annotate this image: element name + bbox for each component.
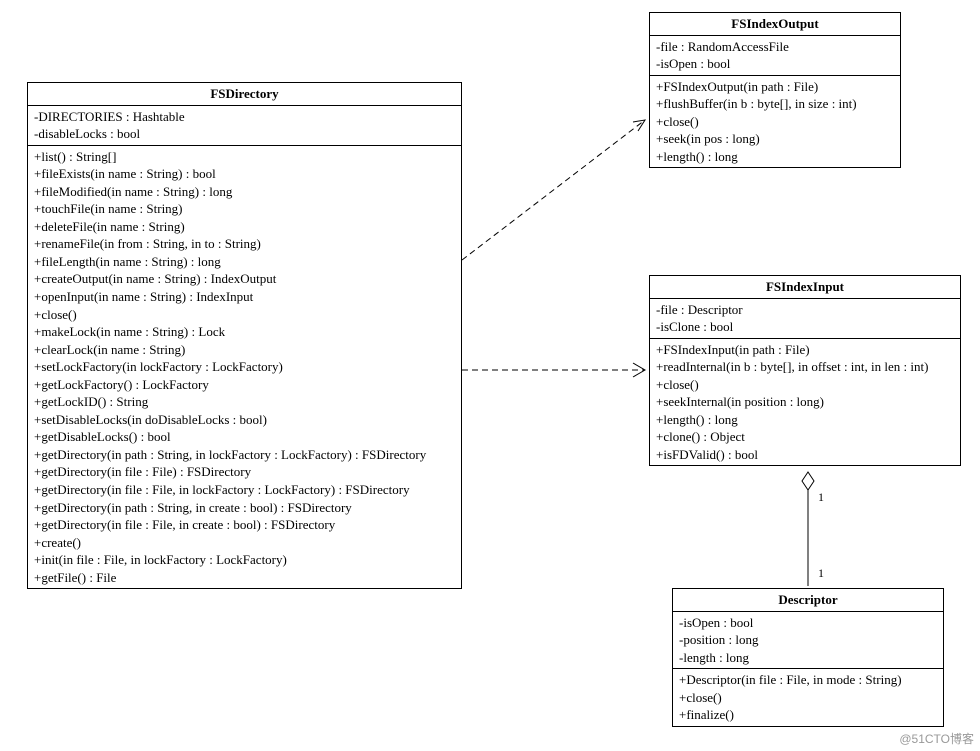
attribute-line: -DIRECTORIES : Hashtable — [34, 108, 455, 126]
method-line: +setLockFactory(in lockFactory : LockFac… — [34, 358, 455, 376]
attributes-section: -isOpen : bool-position : long-length : … — [673, 612, 943, 670]
attribute-line: -disableLocks : bool — [34, 125, 455, 143]
method-line: +getDisableLocks() : bool — [34, 428, 455, 446]
attribute-line: -file : RandomAccessFile — [656, 38, 894, 56]
method-line: +setDisableLocks(in doDisableLocks : boo… — [34, 411, 455, 429]
methods-section: +list() : String[]+fileExists(in name : … — [28, 146, 461, 589]
class-fsindexoutput: FSIndexOutput-file : RandomAccessFile-is… — [649, 12, 901, 168]
method-line: +touchFile(in name : String) — [34, 200, 455, 218]
multiplicity-input: 1 — [818, 490, 824, 505]
attribute-line: -isOpen : bool — [656, 55, 894, 73]
methods-section: +Descriptor(in file : File, in mode : St… — [673, 669, 943, 726]
multiplicity-descriptor: 1 — [818, 566, 824, 581]
methods-section: +FSIndexInput(in path : File)+readIntern… — [650, 339, 960, 466]
method-line: +openInput(in name : String) : IndexInpu… — [34, 288, 455, 306]
methods-section: +FSIndexOutput(in path : File)+flushBuff… — [650, 76, 900, 168]
class-descriptor: Descriptor-isOpen : bool-position : long… — [672, 588, 944, 727]
method-line: +isFDValid() : bool — [656, 446, 954, 464]
diamond-aggregation — [802, 472, 814, 490]
dependency-fsdirectory-to-fsindexoutput — [462, 120, 645, 260]
method-line: +Descriptor(in file : File, in mode : St… — [679, 671, 937, 689]
method-line: +getDirectory(in path : String, in lockF… — [34, 446, 455, 464]
method-line: +getLockID() : String — [34, 393, 455, 411]
attributes-section: -file : Descriptor-isClone : bool — [650, 299, 960, 339]
arrowhead-dep1 — [633, 120, 645, 131]
method-line: +finalize() — [679, 706, 937, 724]
method-line: +seek(in pos : long) — [656, 130, 894, 148]
attribute-line: -isOpen : bool — [679, 614, 937, 632]
method-line: +seekInternal(in position : long) — [656, 393, 954, 411]
method-line: +getFile() : File — [34, 569, 455, 587]
method-line: +close() — [656, 376, 954, 394]
attribute-line: -isClone : bool — [656, 318, 954, 336]
method-line: +getLockFactory() : LockFactory — [34, 376, 455, 394]
method-line: +getDirectory(in file : File, in lockFac… — [34, 481, 455, 499]
class-fsdirectory: FSDirectory-DIRECTORIES : Hashtable-disa… — [27, 82, 462, 589]
method-line: +getDirectory(in file : File) : FSDirect… — [34, 463, 455, 481]
method-line: +readInternal(in b : byte[], in offset :… — [656, 358, 954, 376]
method-line: +close() — [34, 306, 455, 324]
attributes-section: -file : RandomAccessFile-isOpen : bool — [650, 36, 900, 76]
class-title: FSIndexInput — [650, 276, 960, 299]
method-line: +length() : long — [656, 411, 954, 429]
method-line: +length() : long — [656, 148, 894, 166]
method-line: +makeLock(in name : String) : Lock — [34, 323, 455, 341]
class-title: Descriptor — [673, 589, 943, 612]
method-line: +FSIndexInput(in path : File) — [656, 341, 954, 359]
method-line: +init(in file : File, in lockFactory : L… — [34, 551, 455, 569]
method-line: +getDirectory(in path : String, in creat… — [34, 499, 455, 517]
method-line: +createOutput(in name : String) : IndexO… — [34, 270, 455, 288]
method-line: +create() — [34, 534, 455, 552]
method-line: +fileLength(in name : String) : long — [34, 253, 455, 271]
method-line: +fileModified(in name : String) : long — [34, 183, 455, 201]
attributes-section: -DIRECTORIES : Hashtable-disableLocks : … — [28, 106, 461, 146]
method-line: +list() : String[] — [34, 148, 455, 166]
class-title: FSDirectory — [28, 83, 461, 106]
class-fsindexinput: FSIndexInput-file : Descriptor-isClone :… — [649, 275, 961, 466]
method-line: +close() — [679, 689, 937, 707]
method-line: +deleteFile(in name : String) — [34, 218, 455, 236]
attribute-line: -file : Descriptor — [656, 301, 954, 319]
attribute-line: -length : long — [679, 649, 937, 667]
arrowhead-dep2 — [633, 363, 645, 377]
method-line: +flushBuffer(in b : byte[], in size : in… — [656, 95, 894, 113]
class-title: FSIndexOutput — [650, 13, 900, 36]
method-line: +fileExists(in name : String) : bool — [34, 165, 455, 183]
watermark-text: @51CTO博客 — [899, 730, 974, 747]
method-line: +close() — [656, 113, 894, 131]
method-line: +FSIndexOutput(in path : File) — [656, 78, 894, 96]
method-line: +getDirectory(in file : File, in create … — [34, 516, 455, 534]
method-line: +renameFile(in from : String, in to : St… — [34, 235, 455, 253]
method-line: +clone() : Object — [656, 428, 954, 446]
attribute-line: -position : long — [679, 631, 937, 649]
method-line: +clearLock(in name : String) — [34, 341, 455, 359]
